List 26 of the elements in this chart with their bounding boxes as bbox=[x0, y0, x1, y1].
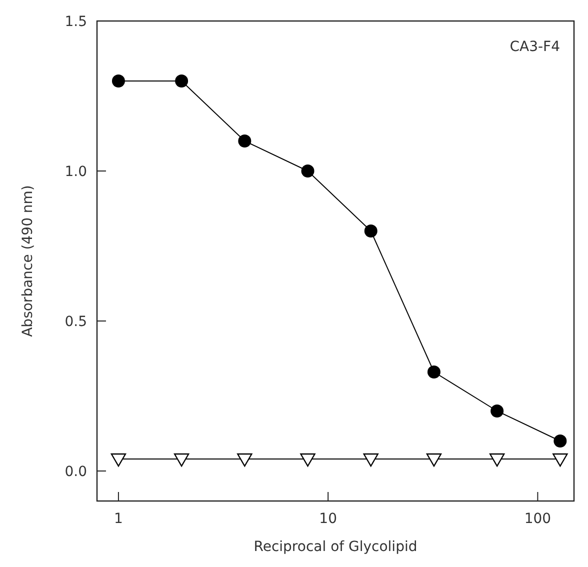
point bbox=[552, 453, 568, 467]
point bbox=[110, 453, 126, 467]
point bbox=[238, 134, 252, 148]
point bbox=[426, 453, 442, 467]
point bbox=[237, 453, 252, 467]
point bbox=[300, 453, 316, 467]
y-axis-title: Absorbance (490 nm) bbox=[20, 185, 36, 337]
y-tick-label: 1.5 bbox=[64, 14, 87, 30]
point bbox=[490, 404, 504, 418]
x-tick-label: 10 bbox=[319, 511, 337, 527]
point bbox=[489, 453, 505, 467]
y-tick-label: 0.0 bbox=[64, 464, 87, 480]
y-tick-label: 0.5 bbox=[64, 314, 87, 330]
x-tick-label: 100 bbox=[524, 511, 552, 527]
point bbox=[364, 224, 378, 238]
y-tick-label: 1.0 bbox=[64, 164, 87, 180]
point bbox=[112, 74, 125, 88]
x-tick-label: 1 bbox=[114, 511, 123, 527]
point bbox=[363, 453, 378, 467]
point bbox=[554, 434, 567, 448]
x-axis-title: Reciprocal of Glycolipid bbox=[254, 539, 418, 555]
annotation: CA3-F4 bbox=[510, 39, 560, 55]
point bbox=[427, 366, 440, 378]
point bbox=[301, 164, 314, 178]
point bbox=[175, 74, 188, 88]
point bbox=[174, 453, 190, 467]
